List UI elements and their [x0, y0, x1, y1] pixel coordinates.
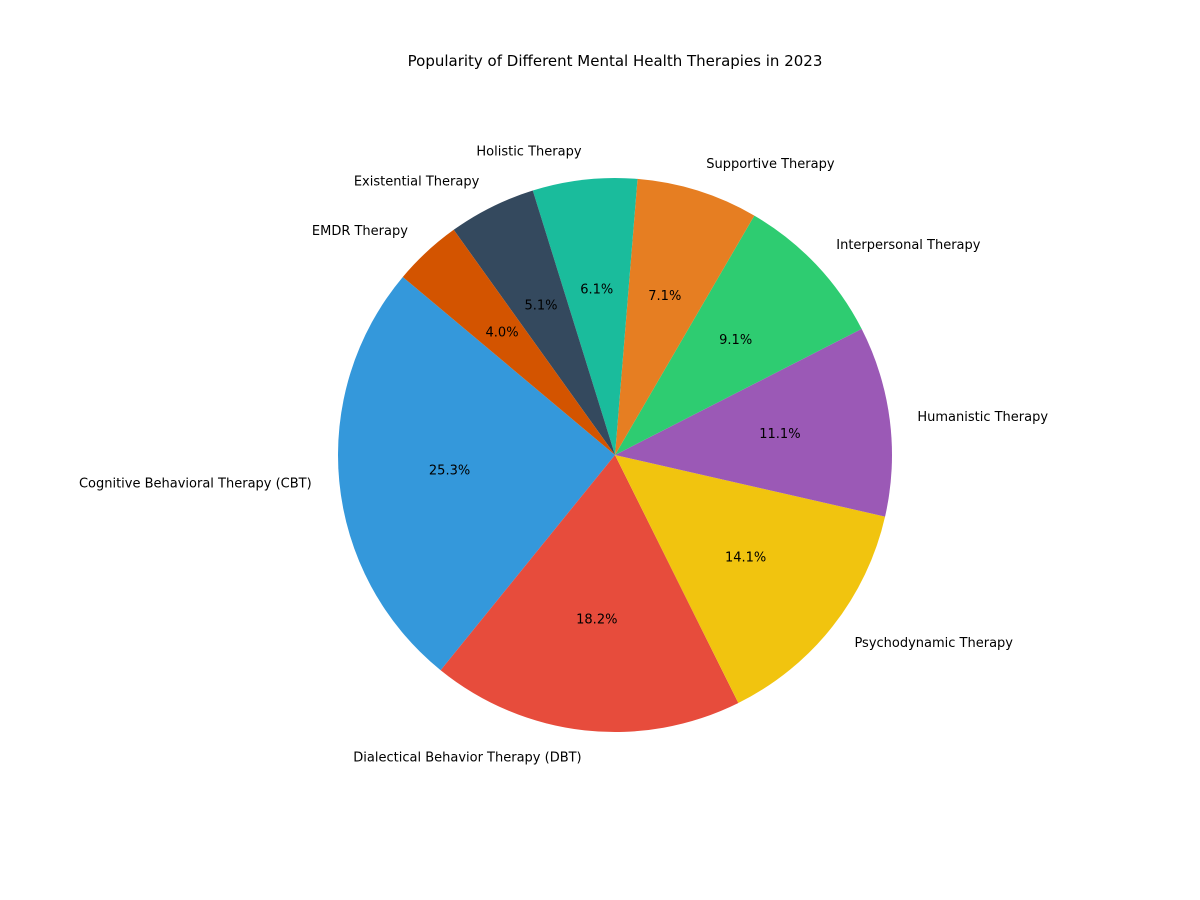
pie-slices — [337, 178, 892, 732]
pie-slice — [615, 178, 755, 455]
pie-slice — [453, 190, 615, 456]
slice-percentage-label: 11.1% — [759, 427, 800, 442]
slice-percentage-label: 6.1% — [580, 282, 613, 297]
chart-title: Popularity of Different Mental Health Th… — [408, 52, 823, 70]
pie-slice — [532, 178, 638, 455]
slice-labels: Cognitive Behavioral Therapy (CBT) 25.3% D… — [79, 145, 1048, 766]
pie-slice — [615, 215, 862, 455]
pie-slice — [337, 276, 615, 671]
slice-percentage-label: 7.1% — [648, 289, 681, 304]
slice-percentage-label: 14.1% — [725, 550, 766, 565]
slice-category-label: EMDR Therapy — [312, 224, 408, 239]
pie-slice — [440, 455, 739, 732]
slice-category-label: Holistic Therapy — [476, 145, 581, 160]
slice-percentage-label: 25.3% — [429, 463, 470, 478]
slice-category-label: Psychodynamic Therapy — [854, 636, 1013, 651]
slice-category-label: Dialectical Behavior Therapy (DBT) — [353, 750, 581, 765]
slice-category-label: Supportive Therapy — [706, 157, 835, 172]
pie-slice — [615, 455, 886, 704]
slice-category-label: Humanistic Therapy — [917, 410, 1048, 425]
slice-percentage-label: 9.1% — [719, 333, 752, 348]
slice-percentage-label: 5.1% — [524, 299, 557, 314]
pie-slice — [615, 328, 892, 517]
slice-percentage-label: 4.0% — [486, 326, 519, 341]
pie-slice — [402, 229, 615, 455]
slice-category-label: Interpersonal Therapy — [836, 238, 981, 253]
slice-category-label: Cognitive Behavioral Therapy (CBT) — [79, 477, 312, 492]
slice-percentage-label: 18.2% — [576, 613, 617, 628]
slice-category-label: Existential Therapy — [354, 175, 480, 190]
